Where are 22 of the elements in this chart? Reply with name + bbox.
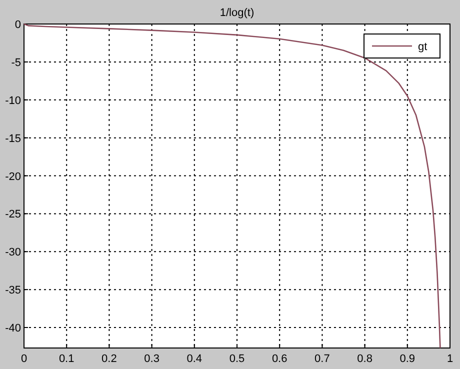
y-tick-label: -35: [5, 284, 21, 297]
x-tick-label: 0.3: [144, 353, 160, 365]
y-tick-label: -30: [5, 246, 21, 259]
legend-label: gt: [418, 41, 428, 53]
y-tick-label: -20: [5, 170, 21, 183]
chart-title: 1/log(t): [220, 7, 254, 19]
x-tick-label: 0.4: [186, 353, 202, 365]
y-tick-label: -10: [5, 94, 21, 107]
x-tick-label: 0.6: [272, 353, 288, 365]
y-tick-label: -15: [5, 132, 21, 145]
x-tick-label: 0.7: [314, 353, 330, 365]
x-tick-label: 0.1: [58, 353, 74, 365]
y-tick-label: 0: [14, 19, 21, 31]
x-tick-label: 0.8: [357, 353, 372, 365]
x-tick-label: 0.5: [229, 353, 245, 365]
x-tick-label: 0.9: [400, 353, 416, 365]
y-tick-label: -5: [11, 56, 21, 69]
y-tick-label: -25: [5, 208, 21, 221]
line-series: [23, 23, 441, 349]
y-tick-label: -40: [5, 322, 21, 335]
x-tick-label: 1: [446, 353, 454, 365]
x-tick-label: 0.2: [102, 353, 117, 365]
